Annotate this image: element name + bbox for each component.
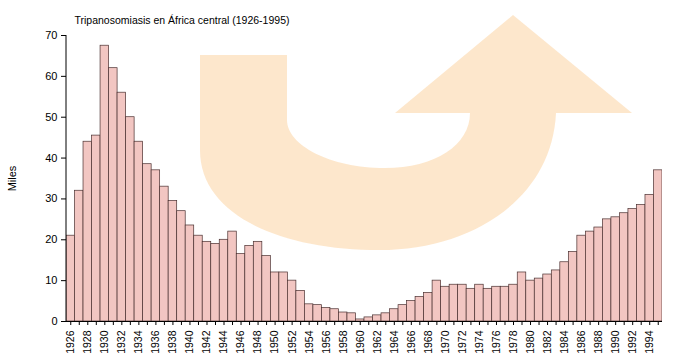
svg-text:1982: 1982 xyxy=(541,330,553,354)
svg-text:70: 70 xyxy=(45,29,57,41)
svg-text:1984: 1984 xyxy=(558,330,570,354)
svg-text:Tripanosomiasis en África cent: Tripanosomiasis en África central (1926-… xyxy=(75,14,290,26)
svg-text:1970: 1970 xyxy=(439,330,451,354)
svg-text:1968: 1968 xyxy=(422,330,434,354)
svg-text:1988: 1988 xyxy=(592,330,604,354)
svg-text:20: 20 xyxy=(45,233,57,245)
svg-text:1950: 1950 xyxy=(268,330,280,354)
svg-text:60: 60 xyxy=(45,70,57,82)
svg-text:1980: 1980 xyxy=(524,330,536,354)
svg-text:1990: 1990 xyxy=(609,330,621,354)
svg-text:1934: 1934 xyxy=(132,330,144,354)
svg-text:1946: 1946 xyxy=(234,330,246,354)
svg-text:1966: 1966 xyxy=(405,330,417,354)
svg-text:1986: 1986 xyxy=(575,330,587,354)
svg-text:1928: 1928 xyxy=(81,330,93,354)
svg-text:1994: 1994 xyxy=(643,330,655,354)
svg-text:1944: 1944 xyxy=(217,330,229,354)
svg-text:1964: 1964 xyxy=(388,330,400,354)
svg-text:30: 30 xyxy=(45,192,57,204)
svg-text:1976: 1976 xyxy=(490,330,502,354)
svg-text:1938: 1938 xyxy=(166,330,178,354)
svg-text:1992: 1992 xyxy=(626,330,638,354)
svg-text:1974: 1974 xyxy=(473,330,485,354)
svg-text:1936: 1936 xyxy=(149,330,161,354)
svg-text:1930: 1930 xyxy=(98,330,110,354)
svg-text:1926: 1926 xyxy=(64,330,76,354)
svg-text:1962: 1962 xyxy=(371,330,383,354)
svg-text:1940: 1940 xyxy=(183,330,195,354)
svg-text:1932: 1932 xyxy=(115,330,127,354)
svg-text:10: 10 xyxy=(45,274,57,286)
svg-text:1954: 1954 xyxy=(303,330,315,354)
svg-text:1960: 1960 xyxy=(354,330,366,354)
svg-text:1978: 1978 xyxy=(507,330,519,354)
svg-text:50: 50 xyxy=(45,111,57,123)
svg-text:1952: 1952 xyxy=(285,330,297,354)
svg-text:1958: 1958 xyxy=(337,330,349,354)
svg-text:1942: 1942 xyxy=(200,330,212,354)
svg-text:1972: 1972 xyxy=(456,330,468,354)
svg-text:1948: 1948 xyxy=(251,330,263,354)
svg-text:40: 40 xyxy=(45,152,57,164)
svg-text:0: 0 xyxy=(51,315,57,327)
svg-text:1956: 1956 xyxy=(320,330,332,354)
svg-text:Miles: Miles xyxy=(6,165,18,191)
